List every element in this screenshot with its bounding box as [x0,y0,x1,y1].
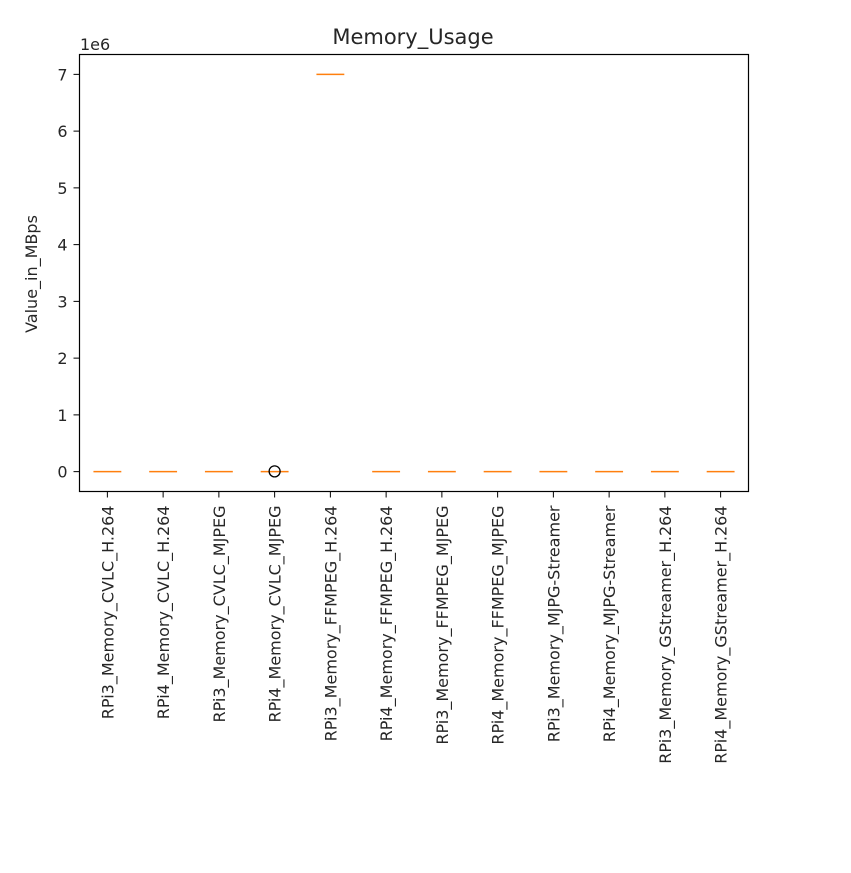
y-tick-label: 2 [57,349,67,368]
y-tick-label: 7 [57,65,67,84]
y-tick-label: 6 [57,122,67,141]
plot-frame [78,53,750,493]
x-tick-label: RPi4_Memory_CVLC_H.264 [154,506,174,720]
y-tick-label: 1 [57,406,67,425]
x-tick-label: RPi4_Memory_CVLC_MJPEG [266,506,286,723]
x-tick-label: RPi4_Memory_FFMPEG_MJPEG [489,506,509,745]
outlier-point [268,465,281,478]
y-offset-label: 1e6 [80,35,110,54]
x-tick-label: RPi3_Memory_GStreamer_H.264 [656,506,676,764]
chart-title: Memory_Usage [332,25,493,50]
x-tick-label: RPi3_Memory_FFMPEG_MJPEG [433,506,453,745]
y-tick-label: 4 [57,236,67,255]
x-tick-label: RPi4_Memory_FFMPEG_H.264 [377,506,397,742]
x-tick-label: RPi3_Memory_CVLC_MJPEG [210,506,230,723]
x-tick-label: RPi4_Memory_GStreamer_H.264 [712,506,732,764]
x-tick-label: RPi3_Memory_CVLC_H.264 [98,506,118,720]
x-tick-label: RPi3_Memory_FFMPEG_H.264 [321,506,341,742]
y-tick-label: 5 [57,179,67,198]
y-tick-label: 0 [57,463,67,482]
x-tick-label: RPi3_Memory_MJPG-Streamer [544,505,564,742]
plot-area: 0 1 2 3 4 5 6 7 RPi3_Memory_CVLC_H.264 RPi4_Memor… [57,65,735,764]
x-tick-label: RPi4_Memory_MJPG-Streamer [600,505,620,742]
y-axis-label: Value_in_MBps [22,215,42,333]
y-tick-label: 3 [57,292,67,311]
